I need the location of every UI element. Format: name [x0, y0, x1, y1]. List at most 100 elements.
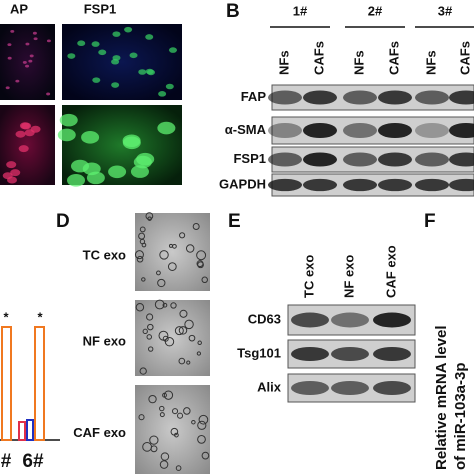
- cell: [82, 162, 101, 176]
- micrograph: [62, 24, 182, 100]
- vesicle: [142, 328, 148, 335]
- vesicle: [197, 340, 202, 346]
- panel-letter: F: [424, 211, 436, 232]
- lane-label: CAFs: [386, 41, 401, 75]
- band: [373, 381, 411, 395]
- vesicle: [170, 302, 177, 309]
- vesicle: [156, 270, 161, 276]
- row-label: CAF exo: [73, 425, 126, 440]
- lane-label: NFs: [276, 50, 291, 75]
- vesicle: [149, 435, 159, 445]
- cell: [157, 121, 176, 135]
- cell: [28, 59, 33, 63]
- vesicle: [185, 244, 195, 253]
- panel-letter: B: [226, 1, 240, 22]
- vesicle: [175, 465, 182, 471]
- panel-e: TC exo NF exo CAF exo CD63 Tsg101 Alix: [237, 245, 416, 403]
- band: [268, 90, 302, 105]
- band: [373, 347, 411, 361]
- vesicle: [198, 414, 209, 425]
- band: [303, 122, 337, 139]
- y-axis-label: Relative mRNA level: [433, 325, 450, 470]
- vesicle: [201, 276, 208, 284]
- vesicle: [147, 323, 154, 331]
- cell: [25, 64, 30, 68]
- band: [415, 178, 449, 192]
- bar: [1, 326, 12, 441]
- cell: [29, 54, 34, 58]
- cell: [15, 130, 26, 138]
- band: [268, 178, 302, 192]
- panel-letter: E: [228, 211, 241, 232]
- cell: [18, 145, 29, 153]
- row-label: FSP1: [233, 151, 266, 166]
- vesicle: [177, 412, 184, 419]
- x-label: 6#: [22, 451, 44, 472]
- vesicle: [159, 405, 165, 412]
- vesicle: [148, 394, 157, 404]
- band: [331, 381, 369, 395]
- vesicle: [184, 319, 194, 330]
- vesicle: [146, 313, 154, 321]
- vesicle: [197, 420, 207, 430]
- vesicle: [141, 277, 146, 282]
- em-image: [135, 385, 210, 474]
- band: [378, 178, 412, 192]
- x-label: #: [1, 451, 12, 472]
- vesicle: [160, 452, 170, 461]
- significance: *: [3, 309, 9, 324]
- vesicle: [167, 262, 177, 271]
- band: [415, 152, 449, 167]
- cell: [24, 129, 35, 137]
- cell: [22, 61, 27, 64]
- band: [415, 90, 449, 105]
- cell: [7, 43, 12, 46]
- vesicle: [191, 419, 196, 425]
- lane-label: NF exo: [341, 255, 356, 298]
- bar: [26, 419, 34, 441]
- band: [303, 90, 337, 105]
- cell: [5, 86, 10, 90]
- micrograph: [0, 105, 55, 185]
- band: [331, 312, 369, 328]
- band: [303, 178, 337, 192]
- band: [378, 152, 412, 167]
- band: [291, 381, 329, 395]
- cell: [138, 69, 147, 75]
- vesicle: [145, 212, 154, 220]
- cell: [92, 77, 101, 83]
- vesicle: [197, 435, 206, 444]
- vesicle: [134, 250, 144, 260]
- cell: [165, 83, 174, 90]
- vesicle: [136, 255, 144, 263]
- panel-letter: D: [56, 211, 70, 232]
- vesicle: [164, 337, 175, 347]
- cell: [32, 31, 37, 35]
- cell: [158, 91, 167, 97]
- cells: [2, 26, 177, 187]
- cell: [6, 161, 17, 169]
- row-label: CD63: [248, 311, 281, 326]
- panel-b: 1# 2# 3# NFs CAFs NFs CAFs NFs CAFs FAP α-SMA FSP1 G…: [219, 3, 474, 197]
- vesicle: [139, 367, 147, 375]
- band: [449, 122, 474, 139]
- panel-a-label: AP: [10, 1, 28, 16]
- band: [268, 152, 302, 167]
- group-label: 3#: [438, 3, 453, 18]
- panel-a-label: FSP1: [84, 1, 117, 16]
- vesicle: [170, 427, 179, 436]
- vesicle: [179, 232, 186, 239]
- band: [343, 122, 377, 139]
- row-label: TC exo: [83, 247, 126, 262]
- bar: [34, 326, 45, 441]
- vesicle: [183, 407, 191, 415]
- cell: [10, 169, 21, 177]
- cell: [129, 52, 138, 59]
- vesicle: [174, 326, 184, 336]
- group-label: 1#: [293, 3, 308, 18]
- lane-label: TC exo: [301, 255, 316, 298]
- cell: [145, 34, 154, 40]
- cell: [108, 165, 127, 179]
- row-label: NF exo: [83, 333, 126, 348]
- cell: [111, 82, 120, 88]
